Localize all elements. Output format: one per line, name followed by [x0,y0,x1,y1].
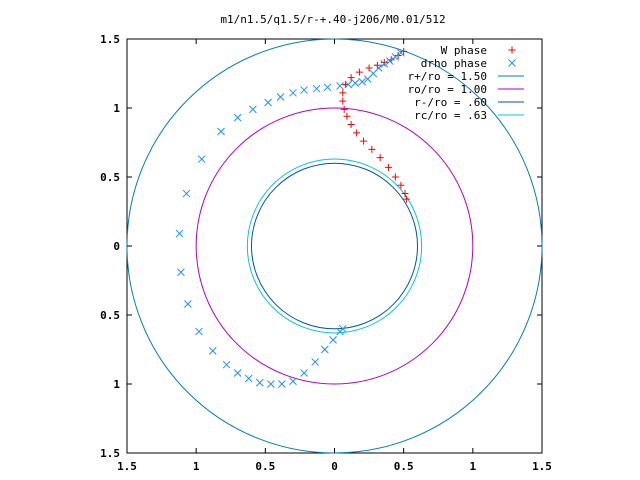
x-tick-label-3: 0 [331,460,338,473]
point-0-7 [347,74,355,82]
point-0-12 [343,112,351,120]
point-0-0 [400,47,408,55]
circle-3 [246,158,423,334]
point-1-13 [300,86,308,94]
point-0-3 [380,58,388,66]
circle-2 [251,162,418,330]
point-0-21 [401,190,409,198]
point-1-9 [344,80,353,89]
point-1-28 [233,369,242,377]
series-1 [175,48,405,388]
point-0-13 [347,121,355,129]
point-1-30 [255,378,264,387]
point-1-32 [278,380,286,388]
point-1-10 [336,82,344,90]
point-1-0 [397,48,405,57]
y-tick-label-4: 0.5 [100,309,120,322]
point-1-6 [363,75,372,83]
legend-label-circle-3: rc/ro = .63 [414,109,487,122]
point-1-25 [195,327,203,336]
x-tick-label-4: 0.5 [394,460,414,473]
point-1-14 [289,88,297,97]
point-0-9 [339,89,347,97]
point-1-2 [385,57,394,65]
point-1-33 [289,377,297,386]
point-0-17 [376,154,384,162]
y-tick-label-6: 1.5 [100,447,120,460]
point-0-16 [368,145,376,153]
point-0-10 [339,97,347,105]
x-tick-label-0: 1.5 [117,460,137,473]
legend-label-circle-2: r-/ro = .60 [414,96,487,109]
point-1-34 [300,369,308,377]
circle-1 [195,107,474,385]
point-1-11 [323,83,332,92]
point-0-6 [355,68,363,76]
x-tick-label-6: 1.5 [532,460,552,473]
point-1-8 [351,79,360,88]
data-series [175,47,410,388]
point-1-15 [276,93,285,101]
axis-ticks: 1.5 1 0.5 0 0.5 1 1.51.510.500.511.5 [100,33,552,473]
point-1-37 [329,335,337,344]
point-1-31 [267,380,275,388]
point-1-35 [311,358,319,366]
legend-marker-series-0 [508,46,516,54]
point-1-22 [175,229,184,238]
x-tick-label-2: 0.5 [255,460,275,473]
point-1-36 [320,345,329,354]
point-1-18 [233,113,242,122]
legend-label-circle-0: r+/ro = 1.50 [408,70,487,83]
point-1-16 [264,98,272,107]
legend-label-series-1: drho phase [421,57,487,70]
x-tick-label-5: 1 [470,460,477,473]
point-0-19 [391,173,399,181]
y-tick-label-3: 0 [113,240,120,253]
point-1-17 [249,105,257,114]
point-0-20 [397,181,405,189]
point-1-24 [184,300,192,308]
legend-label-series-0: W phase [441,44,487,57]
point-0-5 [365,64,373,72]
point-1-26 [208,347,217,355]
point-0-18 [384,163,392,171]
point-1-3 [380,59,389,68]
series-0 [339,47,410,203]
legend-label-circle-1: ro/ro = 1.00 [408,83,487,96]
point-1-39 [338,324,347,333]
y-tick-label-2: 0.5 [100,171,120,184]
point-1-7 [358,77,367,86]
point-1-19 [217,127,225,136]
point-1-20 [197,155,206,163]
point-1-12 [312,84,321,93]
point-1-21 [182,189,191,198]
point-1-29 [244,374,253,383]
y-tick-label-5: 1 [113,378,120,391]
point-1-27 [222,360,231,369]
x-tick-label-1: 1 [193,460,200,473]
y-tick-label-1: 1 [113,102,120,115]
point-0-14 [353,129,361,137]
point-1-23 [177,268,185,277]
point-0-15 [360,137,368,145]
point-0-4 [373,61,381,69]
legend-marker-series-1 [508,59,516,67]
point-0-22 [402,195,410,203]
point-1-1 [391,53,400,61]
y-tick-label-0: 1.5 [100,33,120,46]
point-0-11 [340,105,348,113]
chart-title: m1/n1.5/q1.5/r-+.40-j206/M0.01/512 [220,13,445,26]
